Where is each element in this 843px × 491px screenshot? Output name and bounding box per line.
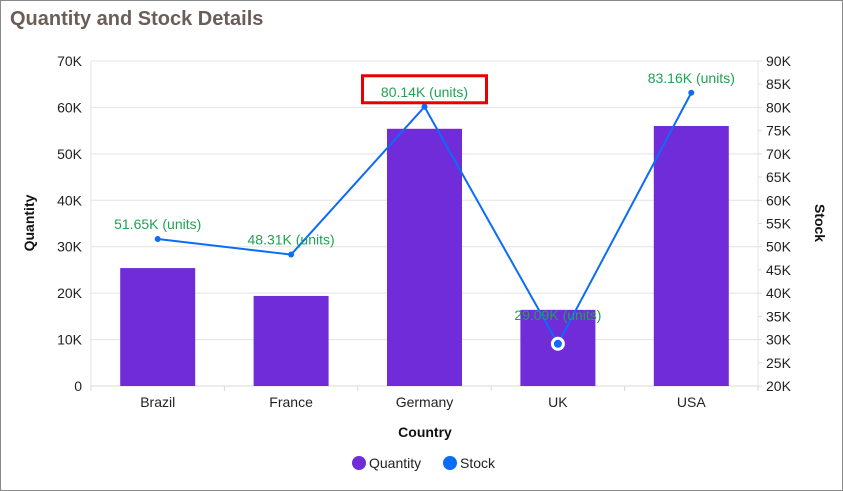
bar-france (253, 295, 329, 386)
legend-stock-icon (443, 456, 457, 470)
y2-tick-label: 85K (766, 76, 792, 92)
bar-brazil (120, 268, 196, 386)
stock-point (688, 89, 695, 96)
stock-point (154, 236, 161, 243)
y-tick-label: 50K (57, 146, 83, 162)
stock-data-label: 29.09K (units) (514, 307, 601, 323)
x-tick-label: Germany (396, 394, 454, 410)
bar-germany (387, 128, 462, 386)
y-axis-title: Quantity (21, 194, 37, 251)
legend-stock-label: Stock (460, 455, 496, 471)
y-tick-label: 30K (57, 239, 83, 255)
stock-data-label: 83.16K (units) (648, 70, 735, 86)
legend-quantity-icon (352, 456, 366, 470)
y2-tick-label: 20K (766, 378, 792, 394)
y-tick-label: 20K (57, 285, 83, 301)
y2-tick-label: 75K (766, 123, 792, 139)
y2-tick-label: 80K (766, 99, 792, 115)
stock-point-selected (550, 336, 565, 351)
y-tick-label: 70K (57, 53, 83, 69)
y-tick-label: 40K (57, 192, 83, 208)
y2-tick-label: 90K (766, 53, 792, 69)
y2-tick-label: 45K (766, 262, 792, 278)
y2-tick-label: 70K (766, 146, 792, 162)
stock-point (288, 251, 295, 258)
y-tick-label: 0 (74, 378, 82, 394)
stock-data-label: 51.65K (units) (114, 216, 201, 232)
x-tick-label: UK (548, 394, 568, 410)
chart-title: Quantity and Stock Details (10, 8, 264, 30)
stock-data-label: 80.14K (units) (381, 84, 468, 100)
y2-tick-label: 55K (766, 216, 792, 232)
highlight-box (361, 74, 488, 105)
stock-point (421, 103, 428, 110)
x-axis-title: Country (398, 424, 452, 440)
bar-usa (653, 126, 729, 386)
y2-tick-label: 50K (766, 239, 792, 255)
legend-quantity-label: Quantity (369, 455, 421, 471)
stock-data-label: 48.31K (units) (248, 232, 335, 248)
y-tick-label: 60K (57, 99, 83, 115)
y2-tick-label: 40K (766, 285, 792, 301)
y2-tick-label: 25K (766, 355, 792, 371)
x-tick-label: Brazil (140, 394, 175, 410)
x-tick-label: USA (677, 394, 706, 410)
y-tick-label: 10K (57, 332, 83, 348)
x-tick-label: France (269, 394, 313, 410)
y2-tick-label: 30K (766, 332, 792, 348)
y2-tick-label: 35K (766, 308, 792, 324)
y2-tick-label: 60K (766, 192, 792, 208)
y2-tick-label: 65K (766, 169, 792, 185)
y2-axis-title: Stock (812, 204, 828, 242)
